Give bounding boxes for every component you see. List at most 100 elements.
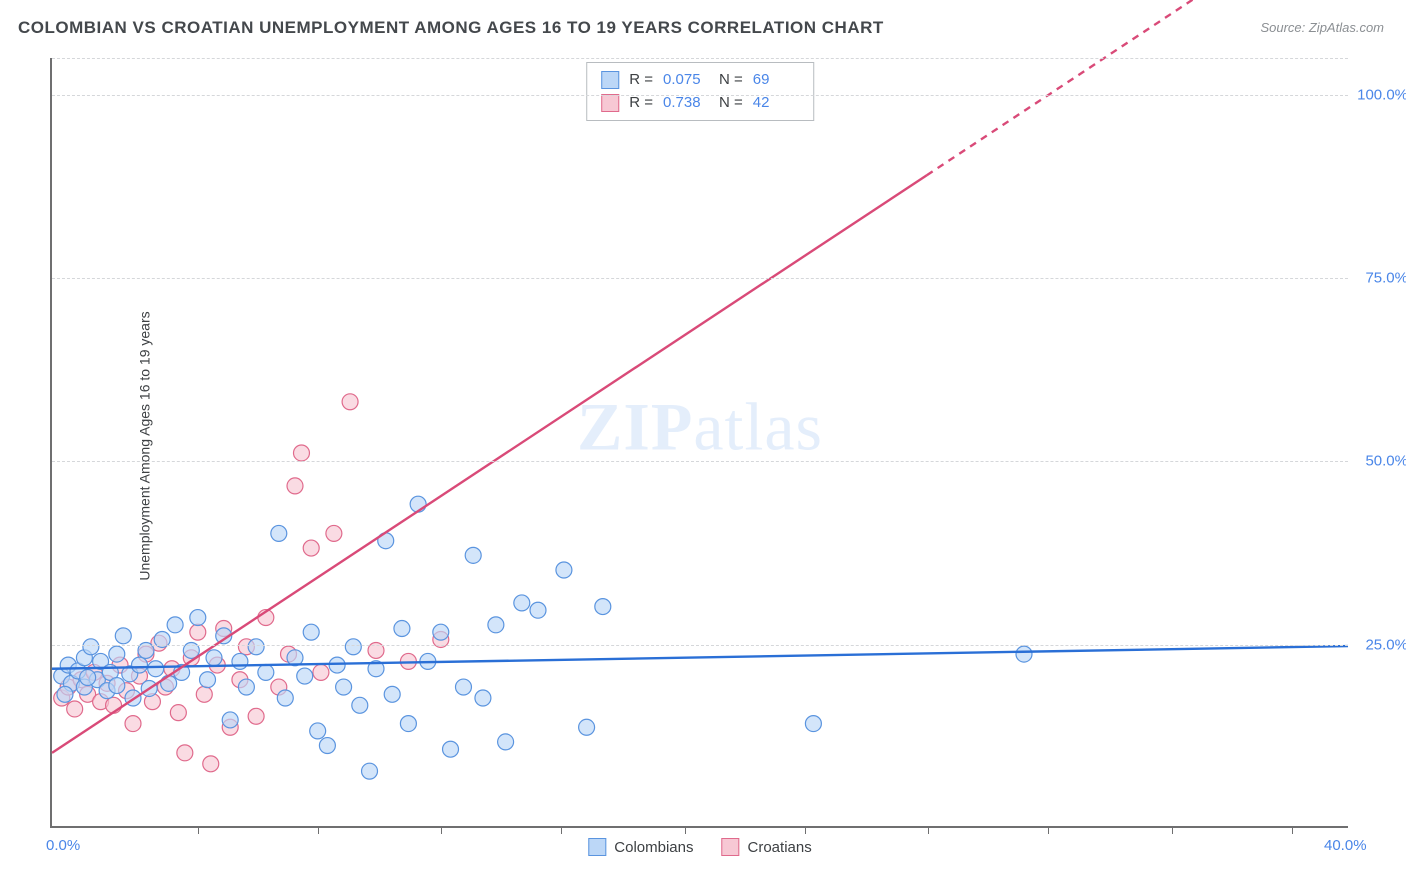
legend-swatch: [601, 94, 619, 112]
scatter-point: [443, 741, 459, 757]
scatter-point: [80, 670, 96, 686]
scatter-point: [530, 602, 546, 618]
scatter-point: [595, 599, 611, 615]
scatter-point: [342, 394, 358, 410]
x-tick: [198, 826, 199, 834]
x-tick: [1172, 826, 1173, 834]
scatter-point: [326, 525, 342, 541]
scatter-point: [131, 657, 147, 673]
scatter-point: [83, 639, 99, 655]
scatter-point: [1016, 646, 1032, 662]
x-tick: [561, 826, 562, 834]
legend-item: Croatians: [722, 838, 812, 856]
gridline: [52, 58, 1348, 59]
scatter-point: [109, 678, 125, 694]
y-tick-label: 100.0%: [1353, 86, 1406, 103]
gridline: [52, 461, 1348, 462]
scatter-point: [805, 716, 821, 732]
scatter-point: [258, 664, 274, 680]
plot-area: ZIPatlas R =0.075N =69R =0.738N =42 Colo…: [50, 58, 1348, 828]
stat-legend-row: R = 0.075 N = 69: [601, 69, 799, 92]
scatter-point: [238, 679, 254, 695]
gridline: [52, 95, 1348, 96]
x-tick-label: 0.0%: [46, 837, 80, 854]
scatter-point: [384, 686, 400, 702]
scatter-point: [115, 628, 131, 644]
legend-swatch: [601, 71, 619, 89]
scatter-point: [57, 686, 73, 702]
scatter-point: [579, 719, 595, 735]
scatter-point: [336, 679, 352, 695]
legend-label: Croatians: [748, 839, 812, 856]
scatter-point: [271, 525, 287, 541]
x-tick: [1048, 826, 1049, 834]
x-tick: [928, 826, 929, 834]
scatter-point: [303, 624, 319, 640]
scatter-point: [222, 712, 238, 728]
scatter-point: [297, 668, 313, 684]
y-tick-label: 25.0%: [1353, 636, 1406, 653]
x-tick: [318, 826, 319, 834]
x-tick: [441, 826, 442, 834]
scatter-point: [161, 675, 177, 691]
stat-r-label: R =: [629, 69, 653, 92]
scatter-point: [190, 610, 206, 626]
scatter-point: [319, 738, 335, 754]
scatter-point: [313, 664, 329, 680]
scatter-point: [248, 708, 264, 724]
y-tick-label: 75.0%: [1353, 270, 1406, 287]
scatter-point: [303, 540, 319, 556]
x-tick: [685, 826, 686, 834]
scatter-point: [170, 705, 186, 721]
stat-n-label: N =: [719, 69, 743, 92]
scatter-point: [125, 716, 141, 732]
scatter-point: [514, 595, 530, 611]
scatter-point: [177, 745, 193, 761]
source-attribution: Source: ZipAtlas.com: [1260, 20, 1384, 35]
scatter-point: [310, 723, 326, 739]
scatter-point: [455, 679, 471, 695]
scatter-point: [352, 697, 368, 713]
chart-svg: [52, 58, 1348, 826]
legend-label: Colombians: [614, 839, 693, 856]
scatter-point: [475, 690, 491, 706]
y-tick-label: 50.0%: [1353, 453, 1406, 470]
scatter-point: [400, 716, 416, 732]
scatter-point: [345, 639, 361, 655]
gridline: [52, 278, 1348, 279]
x-tick: [1292, 826, 1293, 834]
scatter-point: [329, 657, 345, 673]
scatter-point: [488, 617, 504, 633]
scatter-point: [362, 763, 378, 779]
chart-title: COLOMBIAN VS CROATIAN UNEMPLOYMENT AMONG…: [18, 18, 884, 38]
scatter-point: [293, 445, 309, 461]
scatter-point: [190, 624, 206, 640]
scatter-point: [109, 646, 125, 662]
legend-item: Colombians: [588, 838, 693, 856]
legend-swatch: [722, 838, 740, 856]
scatter-point: [277, 690, 293, 706]
scatter-point: [556, 562, 572, 578]
scatter-point: [196, 686, 212, 702]
scatter-point: [465, 547, 481, 563]
gridline: [52, 645, 1348, 646]
stat-legend: R =0.075N =69R =0.738N =42: [586, 62, 814, 121]
scatter-point: [232, 653, 248, 669]
scatter-point: [206, 650, 222, 666]
scatter-point: [203, 756, 219, 772]
scatter-point: [433, 624, 449, 640]
scatter-point: [498, 734, 514, 750]
scatter-point: [394, 621, 410, 637]
scatter-point: [67, 701, 83, 717]
legend-swatch: [588, 838, 606, 856]
scatter-point: [287, 478, 303, 494]
stat-r-value: 0.075: [663, 69, 709, 92]
scatter-point: [248, 639, 264, 655]
scatter-point: [148, 661, 164, 677]
regression-line: [52, 175, 927, 753]
scatter-point: [200, 672, 216, 688]
x-tick-label: 40.0%: [1324, 837, 1367, 854]
scatter-point: [167, 617, 183, 633]
x-tick: [805, 826, 806, 834]
stat-n-value: 69: [753, 69, 799, 92]
